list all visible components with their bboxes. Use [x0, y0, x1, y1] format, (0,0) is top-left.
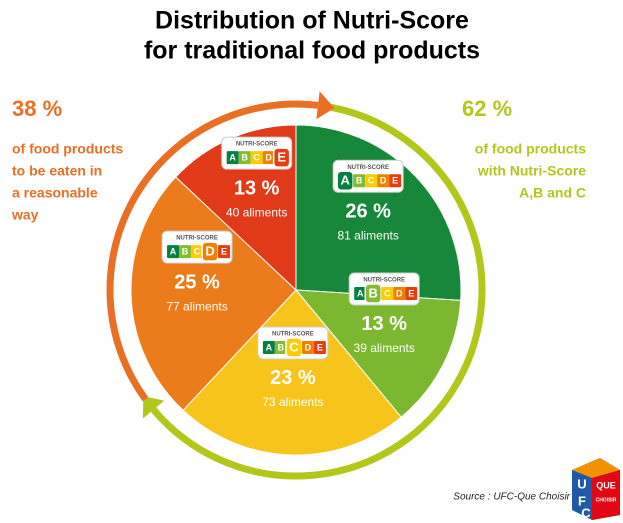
group-text: of food products [475, 141, 586, 157]
grade-letter: D [265, 153, 272, 163]
grade-letter: A [357, 288, 364, 298]
badge-title: NUTRI-SCORE [176, 236, 218, 242]
grade-cell [381, 286, 394, 300]
grade-cell [238, 151, 251, 165]
value-label: 13 % [234, 177, 280, 199]
logo: UFC QUE CHOISIR [572, 458, 620, 520]
logo-letter: C [581, 505, 591, 520]
grade-letter: E [408, 288, 414, 298]
grade-cell [389, 174, 402, 188]
grade-cell [405, 286, 418, 300]
arrow-head [316, 91, 335, 120]
group-text: A,B and C [519, 185, 586, 201]
grade-letter: D [380, 176, 387, 186]
grade-cell [393, 286, 406, 300]
grade-cell [313, 340, 326, 354]
badge-title: NUTRI-SCORE [347, 165, 389, 171]
grade-letter: C [194, 246, 201, 256]
badge-title: NUTRI-SCORE [272, 332, 314, 338]
value-label: 13 % [361, 313, 407, 335]
group-text: way [11, 207, 39, 223]
grade-cell [262, 151, 275, 165]
grade-cell [365, 174, 378, 188]
grade-cell [353, 174, 366, 188]
group-text: of food products [12, 141, 123, 157]
grade-letter: B [356, 176, 363, 186]
value-label: 23 % [270, 367, 316, 389]
grade-letter: D [305, 342, 312, 352]
group-text: to be eaten in [12, 163, 102, 179]
grade-letter: D [205, 244, 214, 259]
nutri-badge: NUTRI-SCORE A B C D E [161, 230, 233, 264]
count-label: 77 aliments [166, 299, 227, 313]
count-label: 40 aliments [226, 205, 287, 219]
grade-letter: B [241, 153, 248, 163]
count-label: 81 aliments [337, 228, 398, 242]
grade-cell [272, 147, 291, 168]
group-label: 62 % [462, 96, 512, 121]
grade-cell [377, 174, 390, 188]
group-text: with Nutri-Score [477, 163, 586, 179]
logo-que: QUE [596, 480, 616, 490]
grade-letter: C [368, 176, 375, 186]
logo-letter: U [577, 476, 586, 491]
grade-letter: B [182, 246, 189, 256]
group-label: 38 % [12, 96, 62, 121]
grade-cell [191, 245, 204, 259]
count-label: 73 aliments [262, 395, 323, 409]
chart-title: Distribution of Nutri-Score [155, 7, 469, 35]
grade-letter: C [253, 153, 260, 163]
arrow-head [142, 396, 165, 419]
grade-cell [250, 151, 263, 165]
nutri-badge: NUTRI-SCORE A B C D E [332, 159, 404, 193]
grade-letter: E [392, 176, 398, 186]
grade-letter: D [396, 288, 403, 298]
value-label: 25 % [174, 271, 220, 293]
nutri-badge: NUTRI-SCORE A B C D E [257, 326, 329, 360]
badge-title: NUTRI-SCORE [363, 278, 405, 284]
group-text: a reasonable [12, 185, 98, 201]
logo-side [592, 470, 620, 520]
grade-cell [218, 245, 231, 259]
group-arc [106, 100, 319, 402]
grade-cell [354, 286, 367, 300]
count-label: 39 aliments [354, 341, 415, 355]
nutri-badge: NUTRI-SCORE A B C D E [348, 272, 420, 306]
grade-cell [179, 245, 192, 259]
value-label: 26 % [345, 201, 391, 223]
grade-letter: A [266, 342, 273, 352]
grade-cell [274, 340, 287, 354]
grade-letter: A [340, 173, 350, 188]
slice [182, 289, 402, 456]
grade-cell [226, 151, 239, 165]
badge-title: NUTRI-SCORE [236, 142, 278, 148]
logo-top [572, 458, 620, 478]
grade-cell [262, 340, 275, 354]
logo-letter: F [578, 493, 586, 508]
grade-letter: E [221, 246, 227, 256]
grade-letter: E [317, 342, 323, 352]
grade-letter: C [289, 339, 299, 354]
group-arc [150, 103, 486, 480]
grade-letter: B [369, 285, 378, 300]
grade-letter: A [229, 153, 236, 163]
slice [294, 289, 462, 418]
grade-cell [167, 245, 180, 259]
grade-letter: A [170, 246, 177, 256]
source: Source : UFC-Que Choisir [453, 492, 570, 503]
grade-cell [301, 340, 314, 354]
logo-choisir: CHOISIR [596, 497, 617, 503]
grade-letter: C [384, 288, 391, 298]
chart-title: for traditional food products [144, 37, 480, 65]
grade-letter: E [277, 150, 286, 165]
grade-letter: B [278, 342, 285, 352]
